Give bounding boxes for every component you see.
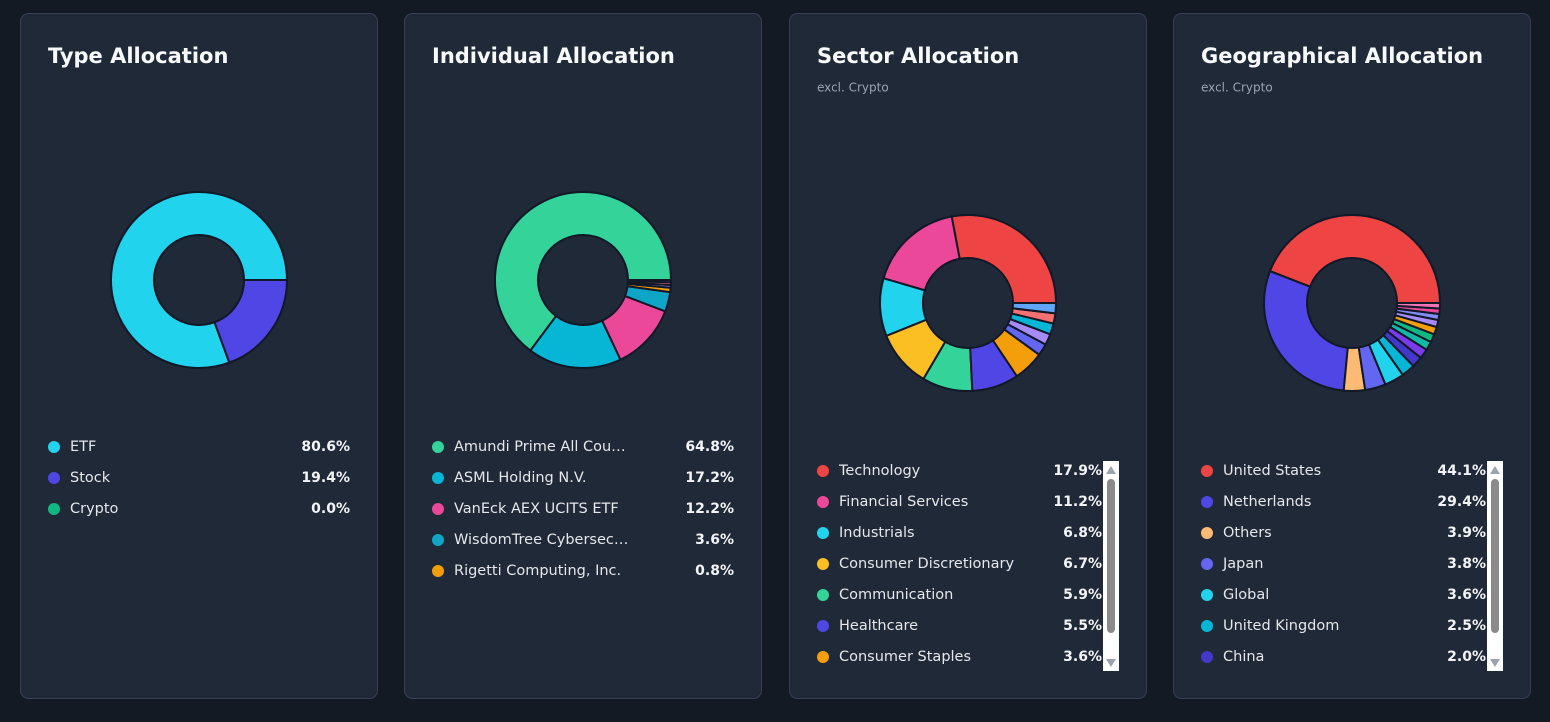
legend-label: WisdomTree Cybersec… bbox=[454, 532, 628, 548]
donut-slice bbox=[1395, 302, 1442, 310]
legend-dot bbox=[1201, 527, 1213, 539]
donut-slice bbox=[950, 214, 1058, 304]
legend-value: 0.8% bbox=[695, 563, 734, 579]
legend-value: 3.9% bbox=[1447, 525, 1486, 541]
legend-dot bbox=[48, 441, 60, 453]
legend-label: Crypto bbox=[70, 501, 119, 517]
legend-label: Healthcare bbox=[839, 618, 918, 634]
scroll-up-arrow bbox=[1490, 466, 1500, 474]
card-title: Sector Allocation bbox=[817, 44, 1019, 68]
legend-label: ASML Holding N.V. bbox=[454, 470, 586, 486]
card-title: Geographical Allocation bbox=[1201, 44, 1483, 68]
card-subtitle: excl. Crypto bbox=[817, 81, 889, 95]
legend-label: Japan bbox=[1222, 556, 1263, 572]
legend-dot bbox=[1201, 589, 1213, 601]
legend-value: 17.2% bbox=[685, 470, 734, 486]
legend-value: 11.2% bbox=[1053, 494, 1102, 510]
card-title: Type Allocation bbox=[48, 44, 228, 68]
legend-label: VanEck AEX UCITS ETF bbox=[454, 501, 619, 517]
card-subtitle: excl. Crypto bbox=[1201, 81, 1273, 95]
legend-value: 0.0% bbox=[311, 501, 350, 517]
donut-slice bbox=[1263, 269, 1349, 392]
donut-slice bbox=[626, 279, 673, 284]
legend-label: Stock bbox=[70, 470, 111, 486]
donut-slice bbox=[213, 279, 289, 364]
scroll-down-arrow bbox=[1490, 659, 1500, 667]
scroll-down-arrow bbox=[1106, 659, 1116, 667]
legend-label: United Kingdom bbox=[1223, 618, 1339, 634]
donut-slice bbox=[1011, 302, 1058, 315]
legend-label: Rigetti Computing, Inc. bbox=[454, 563, 621, 579]
legend-dot bbox=[48, 503, 60, 515]
legend-value: 12.2% bbox=[685, 501, 734, 517]
legend-value: 80.6% bbox=[301, 439, 350, 455]
legend-dot bbox=[432, 503, 444, 515]
legend-label: Global bbox=[1223, 587, 1269, 603]
donut-slice bbox=[1268, 214, 1442, 304]
legend-label: Amundi Prime All Cou… bbox=[454, 439, 626, 455]
legend-label: China bbox=[1223, 649, 1264, 665]
legend-value: 3.6% bbox=[1063, 649, 1102, 665]
scroll-up-arrow bbox=[1106, 466, 1116, 474]
legend-value: 44.1% bbox=[1437, 463, 1486, 479]
legend-value: 5.9% bbox=[1063, 587, 1102, 603]
legend-value: 29.4% bbox=[1437, 494, 1486, 510]
legend-label: Industrials bbox=[839, 525, 915, 541]
legend-label: ETF bbox=[70, 439, 96, 455]
legend-label: Netherlands bbox=[1223, 494, 1311, 510]
legend-value: 6.8% bbox=[1063, 525, 1102, 541]
legend-value: 3.6% bbox=[1447, 587, 1486, 603]
legend-dot bbox=[48, 472, 60, 484]
legend-label: Consumer Discretionary bbox=[839, 556, 1014, 572]
legend-value: 17.9% bbox=[1053, 463, 1102, 479]
legend-dot bbox=[817, 496, 829, 508]
legend-dot bbox=[1201, 651, 1213, 663]
legend-dot bbox=[432, 441, 444, 453]
legend-value: 6.7% bbox=[1063, 556, 1102, 572]
legend-dot bbox=[817, 465, 829, 477]
legend-value: 5.5% bbox=[1063, 618, 1102, 634]
legend-value: 19.4% bbox=[301, 470, 350, 486]
scrollbar-thumb bbox=[1491, 479, 1499, 633]
legend-value: 3.6% bbox=[695, 532, 734, 548]
legend-value: 2.0% bbox=[1447, 649, 1486, 665]
legend-dot bbox=[1201, 496, 1213, 508]
legend-label: Financial Services bbox=[839, 494, 968, 510]
donut-slice bbox=[110, 191, 289, 369]
legend-label: Consumer Staples bbox=[839, 649, 971, 665]
legend-value: 64.8% bbox=[685, 439, 734, 455]
legend-dot bbox=[432, 565, 444, 577]
legend-label: Communication bbox=[839, 587, 953, 603]
legend-dot bbox=[817, 651, 829, 663]
legend-dot bbox=[817, 527, 829, 539]
legend-label: United States bbox=[1223, 463, 1321, 479]
legend-dot bbox=[432, 534, 444, 546]
legend-label: Others bbox=[1223, 525, 1272, 541]
legend-label: Technology bbox=[838, 463, 921, 479]
legend-dot bbox=[432, 472, 444, 484]
legend-dot bbox=[817, 558, 829, 570]
legend-dot bbox=[817, 589, 829, 601]
card-title: Individual Allocation bbox=[432, 44, 675, 68]
legend-dot bbox=[1201, 558, 1213, 570]
legend-dot bbox=[817, 620, 829, 632]
legend-dot bbox=[1201, 465, 1213, 477]
legend-value: 3.8% bbox=[1447, 556, 1486, 572]
legend-dot bbox=[1201, 620, 1213, 632]
legend-value: 2.5% bbox=[1447, 618, 1486, 634]
scrollbar-thumb bbox=[1107, 479, 1115, 633]
donut-slice bbox=[494, 191, 673, 352]
